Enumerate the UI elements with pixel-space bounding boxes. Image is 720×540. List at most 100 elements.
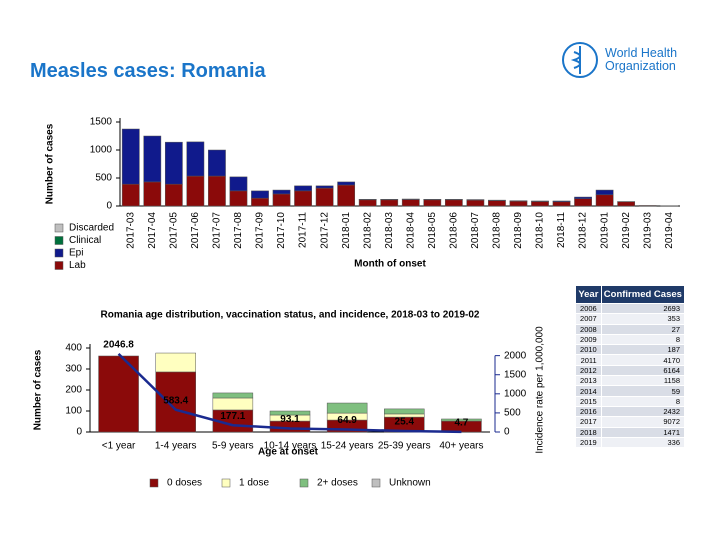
column-header: Year: [575, 285, 602, 304]
x-tick-label: 2018-03: [384, 212, 395, 249]
table-cell: 2012: [575, 364, 602, 377]
bar-segment: [488, 200, 506, 207]
table-cell: 2006: [575, 302, 602, 315]
x-tick-label: 2018-01: [341, 212, 352, 249]
bar-segment: [380, 199, 399, 207]
table-row: 2017 9072: [575, 416, 686, 428]
y2-tick-label: 1500: [504, 369, 527, 380]
table-cell: 9072: [600, 416, 686, 428]
legend-swatch: [54, 236, 64, 245]
table-row: 2016 2432: [575, 405, 686, 418]
y2-tick-label: 2000: [504, 350, 527, 361]
bar-segment: [574, 198, 592, 207]
bar-segment: [444, 199, 463, 201]
bar-segment: [294, 185, 312, 192]
y-tick-label: 100: [65, 406, 82, 417]
bar-segment: [466, 199, 485, 207]
bar-segment: [531, 201, 549, 207]
table-cell: 27: [600, 323, 686, 335]
bar-segment: [98, 355, 139, 433]
x-tick-label: 10-14 years: [264, 441, 317, 452]
bar-segment: [401, 199, 420, 207]
table-cell: 1471: [600, 426, 686, 438]
x-tick-label: 2018-08: [492, 212, 503, 249]
chart-title: Romania age distribution, vaccination st…: [100, 310, 479, 321]
y-tick-label: 0: [76, 427, 82, 438]
x-tick-label: 2018-07: [470, 212, 481, 249]
x-tick-label: 2017-09: [255, 212, 266, 249]
bar-segment: [272, 193, 291, 207]
bar-segment: [488, 199, 506, 201]
bar-segment: [164, 141, 183, 185]
legend-swatch: [149, 478, 159, 488]
bar-segment: [337, 184, 356, 207]
bar-segment: [251, 197, 269, 207]
table-cell: 2017: [575, 416, 602, 428]
x-tick-label: 2018-11: [556, 212, 567, 248]
y2-axis-label: Incidence rate per 1,000,000: [535, 326, 546, 454]
x-tick-label: 15-24 years: [321, 441, 374, 452]
x-tick-label: 2017-04: [147, 212, 158, 249]
table-cell: 8: [600, 333, 686, 346]
table-row: 2015 8: [575, 395, 686, 407]
logo-text: World Health Organization: [605, 46, 678, 73]
page-title: Measles cases: Romania: [30, 60, 266, 82]
bar-segment: [269, 410, 311, 416]
legend-label: Unknown: [389, 478, 431, 489]
x-tick-label: <1 year: [102, 441, 136, 452]
x-tick-label: 2017-07: [212, 212, 223, 249]
x-tick-label: 2017-03: [125, 212, 136, 249]
x-tick-label: 2018-12: [578, 212, 589, 249]
table-cell: 2009: [575, 333, 602, 346]
legend-swatch: [371, 478, 381, 488]
x-tick-label: 2017-08: [233, 212, 244, 249]
bar-segment: [574, 196, 592, 199]
x-tick-label: 2019-04: [664, 212, 675, 249]
bar-segment: [186, 175, 205, 207]
table-row: 2014 59: [575, 385, 686, 397]
bar-segment: [401, 198, 420, 200]
table-row: 2012 6164: [575, 364, 686, 377]
table-cell: 1158: [600, 375, 686, 387]
bar-segment: [380, 199, 399, 201]
table-cell: 2693: [600, 302, 686, 315]
bar-segment: [315, 187, 334, 207]
bar-segment: [509, 200, 528, 202]
bar-segment: [208, 149, 226, 177]
table-row: 2007 353: [575, 313, 686, 325]
data-label: 93.1: [280, 414, 300, 425]
table-cell: 2015: [575, 395, 602, 407]
bar-segment: [212, 397, 254, 411]
x-tick-label: 2018-04: [405, 212, 416, 249]
data-label: 583.4: [163, 395, 188, 406]
y-tick-label: 500: [95, 173, 112, 184]
x-tick-label: 25-39 years: [378, 441, 431, 452]
table-row: 2006 2693: [575, 302, 686, 315]
table-row: 2008 27: [575, 323, 686, 335]
bar-segment: [384, 408, 425, 415]
bar-segment: [595, 194, 614, 207]
y2-tick-label: 1000: [504, 388, 527, 399]
legend-label: Discarded: [69, 223, 114, 234]
legend-label: Epi: [69, 248, 83, 259]
bar-segment: [212, 392, 254, 399]
x-tick-label: 2017-06: [190, 212, 201, 249]
table-header: Year Confirmed Cases: [575, 285, 686, 304]
table-row: 2009 8: [575, 333, 686, 346]
data-label: 25.4: [395, 417, 415, 428]
bar-segment: [229, 176, 248, 192]
bar-segment: [358, 199, 377, 207]
legend-swatch: [54, 248, 64, 258]
y-axis-label: Number of cases: [45, 123, 56, 204]
legend-label: Lab: [69, 260, 86, 271]
y-tick-label: 1500: [90, 117, 113, 128]
table-cell: 187: [600, 344, 686, 356]
data-label: 4.7: [454, 417, 468, 428]
table-cell: 59: [600, 385, 686, 397]
bar-segment: [638, 205, 657, 207]
y2-tick-label: 0: [504, 427, 510, 438]
data-label: 177.1: [220, 411, 245, 422]
x-axis-label: Age at onset: [258, 447, 319, 458]
